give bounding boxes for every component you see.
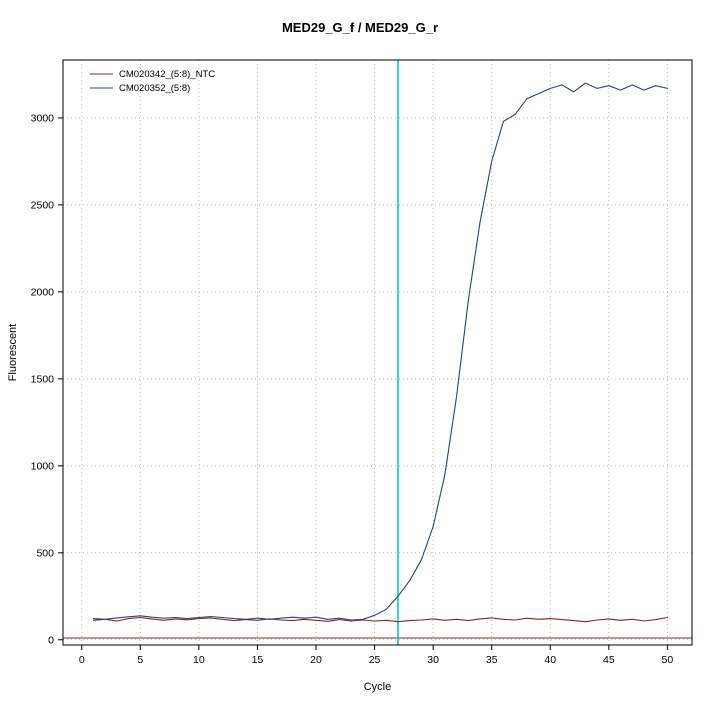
chart-title: MED29_G_f / MED29_G_r [281, 20, 439, 35]
x-tick-label: 45 [603, 654, 615, 666]
legend: CM020342_(5:8)_NTC CM020352_(5:8) [90, 69, 215, 94]
x-tick-label: 40 [544, 654, 556, 666]
y-tick-label: 3000 [31, 112, 55, 124]
y-tick-label: 0 [48, 634, 54, 646]
x-tick-label: 50 [662, 654, 674, 666]
series-line-0 [92, 616, 668, 623]
x-axis-label: Cycle [364, 681, 392, 693]
y-tick-label: 2500 [31, 199, 55, 211]
legend-label-0: CM020342_(5:8)_NTC [119, 69, 215, 80]
y-axis-label: Fluorescent [7, 324, 19, 381]
plot-border [62, 59, 693, 646]
y-tick-label: 1000 [31, 460, 55, 472]
x-tick-label: 5 [137, 654, 143, 666]
y-tick-label: 1500 [31, 373, 55, 385]
y-tick-label: 500 [36, 547, 54, 559]
x-tick-label: 30 [427, 654, 439, 666]
y-tick-label: 2000 [31, 286, 55, 298]
x-tick-label: 10 [193, 654, 205, 666]
y-axis: 0 500 1000 1500 2000 2500 3000 [31, 112, 63, 646]
series-line-1 [92, 82, 668, 621]
x-tick-label: 20 [310, 654, 322, 666]
x-axis: 0 5 10 15 20 25 30 35 40 45 50 [79, 645, 674, 666]
x-tick-label: 35 [486, 654, 498, 666]
gridlines [63, 60, 692, 645]
x-tick-label: 15 [252, 654, 264, 666]
x-tick-label: 0 [79, 654, 85, 666]
legend-label-1: CM020352_(5:8) [119, 83, 190, 94]
x-tick-label: 25 [369, 654, 381, 666]
